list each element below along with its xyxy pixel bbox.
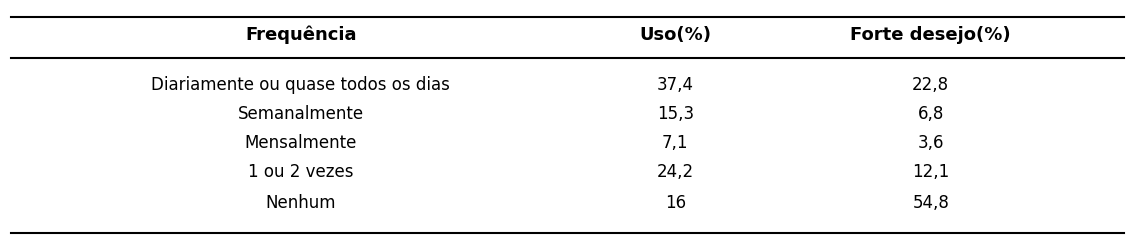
Text: 15,3: 15,3 (657, 105, 693, 123)
Text: 22,8: 22,8 (913, 76, 949, 94)
Text: Forte desejo(%): Forte desejo(%) (850, 26, 1011, 44)
Text: 16: 16 (665, 194, 686, 212)
Text: Semanalmente: Semanalmente (237, 105, 364, 123)
Text: 12,1: 12,1 (913, 163, 949, 181)
Text: 54,8: 54,8 (913, 194, 949, 212)
Text: 37,4: 37,4 (657, 76, 693, 94)
Text: Nenhum: Nenhum (266, 194, 336, 212)
Text: Uso(%): Uso(%) (639, 26, 712, 44)
Text: 24,2: 24,2 (657, 163, 693, 181)
Text: Mensalmente: Mensalmente (244, 134, 358, 152)
Text: Diariamente ou quase todos os dias: Diariamente ou quase todos os dias (151, 76, 451, 94)
Text: 3,6: 3,6 (917, 134, 944, 152)
Text: 6,8: 6,8 (917, 105, 944, 123)
Text: 7,1: 7,1 (662, 134, 689, 152)
Text: 1 ou 2 vezes: 1 ou 2 vezes (249, 163, 353, 181)
Text: Frequência: Frequência (245, 25, 356, 44)
